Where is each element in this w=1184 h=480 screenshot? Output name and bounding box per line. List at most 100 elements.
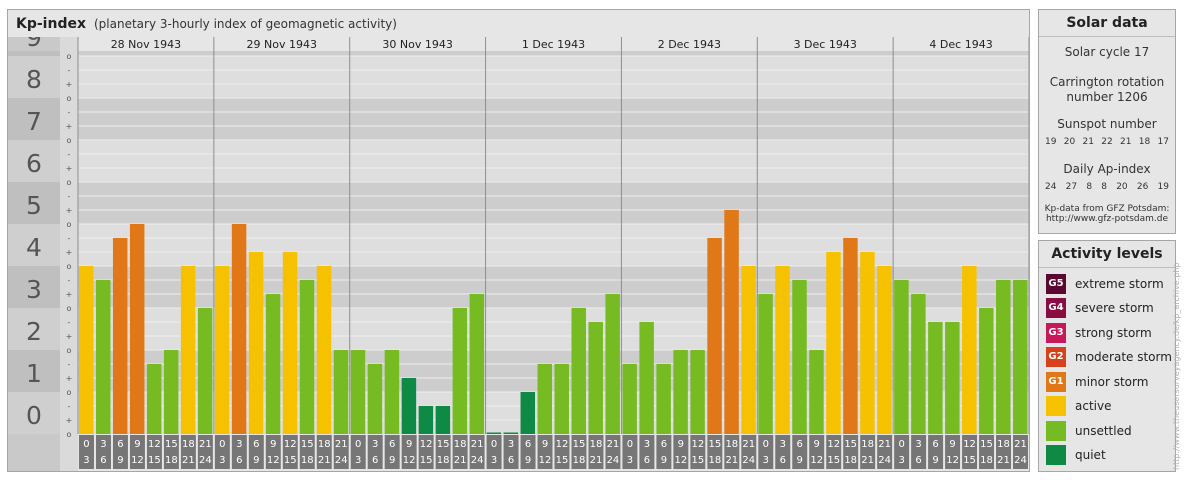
hour-box xyxy=(537,435,553,469)
hour-start-label: 9 xyxy=(270,439,276,450)
hour-end-label: 24 xyxy=(471,455,484,466)
hour-box xyxy=(486,435,502,469)
legend-label-g2: moderate storm xyxy=(1075,350,1172,364)
hour-end-label: 6 xyxy=(780,455,786,466)
hour-start-label: 6 xyxy=(797,439,803,450)
hour-end-label: 15 xyxy=(827,455,840,466)
hour-end-label: 3 xyxy=(355,455,361,466)
legend-label-g4: severe storm xyxy=(1075,301,1154,315)
hour-end-label: 15 xyxy=(148,455,161,466)
hour-box xyxy=(979,435,995,469)
ap-value: 8 xyxy=(1086,182,1093,192)
hour-box xyxy=(214,435,230,469)
kp-bar xyxy=(945,321,960,434)
kp-band xyxy=(78,56,1029,98)
kp-minor-tick: o xyxy=(67,304,72,313)
kp-band xyxy=(78,182,1029,224)
hour-end-label: 9 xyxy=(932,455,938,466)
hour-start-label: 21 xyxy=(742,439,755,450)
hour-end-label: 3 xyxy=(898,455,904,466)
kp-bar xyxy=(469,294,485,434)
hour-box xyxy=(452,435,468,469)
legend-label-g3: strong storm xyxy=(1075,326,1152,340)
hour-box xyxy=(605,435,621,469)
kp-level-label: 1 xyxy=(26,359,42,388)
kp-minor-tick: - xyxy=(68,192,71,201)
kp-label-band xyxy=(8,392,60,434)
hour-start-label: 0 xyxy=(83,439,89,450)
hour-box xyxy=(265,435,281,469)
kp-bar xyxy=(979,308,994,434)
hour-start-label: 0 xyxy=(219,439,225,450)
kp-bar xyxy=(775,266,790,434)
kp-bar xyxy=(911,294,926,434)
hour-end-label: 9 xyxy=(797,455,803,466)
kp-bar xyxy=(962,266,977,434)
hour-end-label: 12 xyxy=(539,455,552,466)
kp-bar xyxy=(180,266,196,434)
kp-minor-tick: - xyxy=(68,108,71,117)
kp-bar xyxy=(809,350,824,434)
sunspot-value: 21 xyxy=(1120,137,1132,147)
kp-minor-tick: + xyxy=(66,290,73,299)
kp-bar xyxy=(316,266,332,434)
kp-bar xyxy=(707,237,722,434)
kp-label-band xyxy=(8,350,60,392)
hour-box xyxy=(707,435,723,469)
hour-start-label: 6 xyxy=(117,439,123,450)
kp-minor-tick: o xyxy=(67,220,72,229)
hour-box xyxy=(435,435,451,469)
hour-end-label: 6 xyxy=(236,455,242,466)
kp-minor-tick: + xyxy=(66,206,73,215)
legend-item-unsettled: unsettled xyxy=(1046,421,1132,441)
kp-bar xyxy=(996,279,1011,434)
sunspot-title: Sunspot number xyxy=(1057,117,1157,131)
kp-band xyxy=(78,140,1029,182)
hour-start-label: 18 xyxy=(861,439,874,450)
kp-bar xyxy=(1013,279,1028,434)
hour-start-label: 15 xyxy=(844,439,857,450)
kp-bar xyxy=(384,350,400,434)
hour-start-label: 9 xyxy=(678,439,684,450)
kp-minor-tick: + xyxy=(66,332,73,341)
legend-label-g1: minor storm xyxy=(1075,375,1149,389)
hour-box xyxy=(809,435,825,469)
legend-swatch-active xyxy=(1046,396,1066,416)
hour-end-label: 18 xyxy=(573,455,586,466)
ap-numbers: 24 27 8 8 20 26 19 xyxy=(1045,182,1169,192)
kp-bar xyxy=(299,279,315,434)
kp-bar xyxy=(826,252,841,434)
hour-end-label: 24 xyxy=(199,455,212,466)
kp-label-band xyxy=(8,182,60,224)
kp-bar xyxy=(486,432,502,434)
hour-box xyxy=(401,435,417,469)
hour-start-label: 0 xyxy=(355,439,361,450)
hour-end-label: 12 xyxy=(946,455,959,466)
hour-start-label: 21 xyxy=(335,439,348,450)
kp-bar xyxy=(265,294,281,434)
source-link[interactable]: http://www.gfz-potsdam.de xyxy=(1045,214,1169,224)
kp-bar xyxy=(554,363,569,434)
legend-label-g5: extreme storm xyxy=(1075,277,1164,291)
kp-minor-tick: o xyxy=(67,178,72,187)
hour-end-label: 21 xyxy=(997,455,1010,466)
legend-item-g4: G4 severe storm xyxy=(1046,298,1154,318)
hour-start-label: 12 xyxy=(420,439,433,450)
hour-start-label: 12 xyxy=(691,439,704,450)
kp-bar xyxy=(639,321,654,434)
hour-end-label: 18 xyxy=(980,455,993,466)
kp-minor-tick: o xyxy=(67,346,72,355)
ap-value: 19 xyxy=(1157,182,1169,192)
kp-bar xyxy=(656,363,671,434)
kp-level-label: 5 xyxy=(26,191,42,220)
kp-bar xyxy=(724,210,739,434)
hour-box xyxy=(775,435,791,469)
sunspot-numbers: 19 20 21 22 21 18 17 xyxy=(1045,137,1169,147)
kp-minor-tick: o xyxy=(67,430,72,439)
kp-bar xyxy=(588,321,603,434)
kp-bar xyxy=(741,266,756,434)
hour-end-label: 15 xyxy=(691,455,704,466)
hour-end-label: 9 xyxy=(389,455,395,466)
source-line-1: Kp-data from GFZ Potsdam: xyxy=(1044,204,1170,214)
kp-level-label: 7 xyxy=(26,107,42,136)
